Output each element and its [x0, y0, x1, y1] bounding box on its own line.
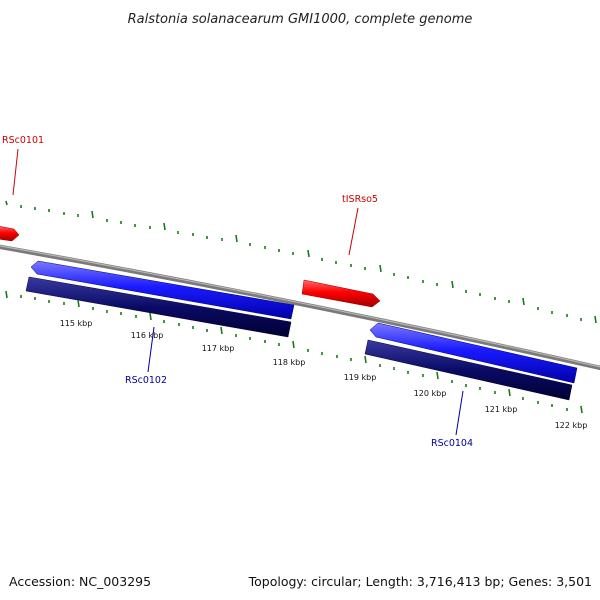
gene-label-tisrso5[interactable]: tISRso5 [342, 194, 378, 205]
reverse-gene-bar-rsc0104 [364, 339, 573, 401]
genome-backbone [0, 244, 600, 371]
tick-label-117kbp: 117 kbp [202, 344, 235, 353]
tick-label-122kbp: 122 kbp [555, 421, 588, 430]
map-title: Ralstonia solanacearum GMI1000, complete… [128, 12, 473, 27]
tick-label-118kbp: 118 kbp [273, 358, 306, 367]
forward-gene-arrow-tisrso5 [301, 279, 381, 308]
accession-text: Accession: NC_003295 [9, 574, 151, 589]
reverse-gene-arrow-rsc0104 [369, 322, 578, 384]
inner-tick-row [5, 290, 583, 414]
callout-line-rsc0101 [12, 148, 19, 196]
gene-label-rsc0102[interactable]: RSc0102 [125, 375, 167, 386]
tick-label-120kbp: 120 kbp [414, 389, 447, 398]
outer-tick-row [5, 200, 597, 324]
tick-label-115kbp: 115 kbp [60, 319, 93, 328]
forward-gene-arrow-rsc0101 [0, 226, 20, 242]
genome-summary-text: Topology: circular; Length: 3,716,413 bp… [248, 574, 592, 589]
reverse-gene-arrow-rsc0102 [30, 260, 295, 320]
gene-label-rsc0104[interactable]: RSc0104 [431, 438, 473, 449]
gene-label-rsc0101[interactable]: RSc0101 [2, 135, 44, 146]
callout-line-tisrso5 [348, 207, 359, 256]
genome-backbone-highlight [0, 245, 600, 368]
reverse-gene-bar-rsc0102 [25, 276, 292, 338]
tick-label-121kbp: 121 kbp [485, 405, 518, 414]
tick-label-116kbp: 116 kbp [131, 331, 164, 340]
callout-line-rsc0104 [455, 390, 464, 436]
tick-label-119kbp: 119 kbp [344, 373, 377, 382]
callout-line-rsc0102 [147, 326, 155, 373]
